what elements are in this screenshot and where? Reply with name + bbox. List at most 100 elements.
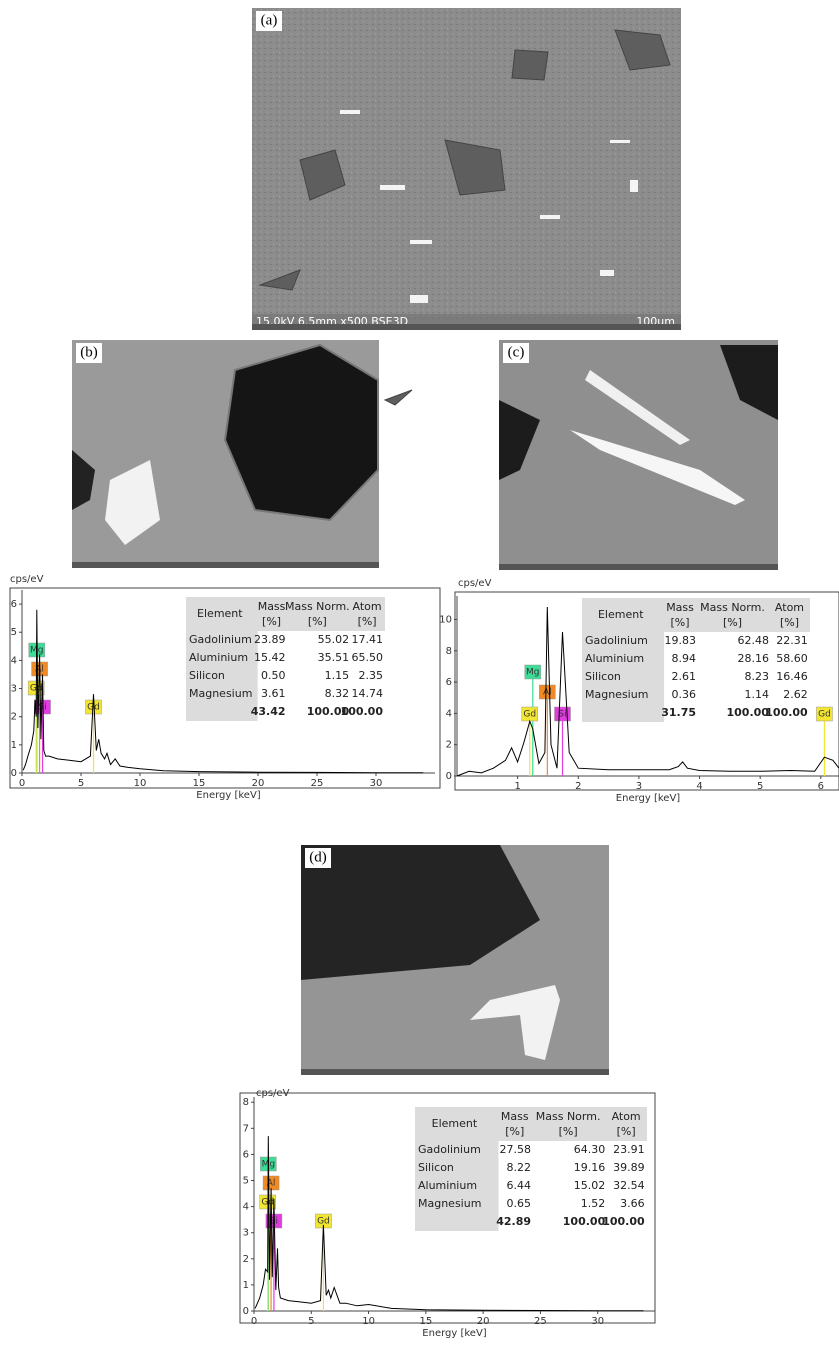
y-tick-label: 8 [243,1097,249,1108]
grain [385,390,412,405]
y-tick-label: 7 [243,1123,249,1134]
x-axis-label: Energy [keV] [616,793,681,804]
table-cell: 2.35 [359,669,384,682]
table-cell: 3.61 [261,687,286,700]
table-cell: 8.32 [325,687,350,700]
table-unit: [%] [559,1125,578,1138]
y-tick-label: 2 [446,740,452,751]
table-total: 100.00 [727,706,770,719]
x-tick-label: 20 [477,1316,490,1327]
table-cell: 32.54 [613,1179,645,1192]
y-tick-label: 4 [11,655,17,666]
figure: 15.0kV 6.5mm x500 BSE3D100um(a)(b)(c)(d)… [0,0,839,1347]
table-cell: 23.89 [254,633,286,646]
table-header: Mass [258,600,286,613]
x-tick-label: 25 [311,778,324,789]
table-element: Magnesium [418,1197,481,1210]
table-header: Element [432,1117,478,1130]
phase [540,215,560,219]
y-tick-label: 6 [243,1149,249,1160]
table-total: 100.00 [602,1215,645,1228]
x-tick-label: 10 [362,1316,375,1327]
table-cell: 1.15 [325,669,350,682]
phase [380,185,405,190]
x-tick-label: 1 [514,781,520,792]
table-element: Gadolinium [189,633,252,646]
y-tick-label: 5 [243,1176,249,1187]
table-cell: 15.02 [574,1179,606,1192]
y-tick-label: 0 [11,768,17,779]
table-cell: 65.50 [352,651,384,664]
phase [410,240,432,244]
table-total: 43.42 [251,705,286,718]
table-header: Mass [501,1110,529,1123]
table-cell: 19.16 [574,1161,606,1174]
phase [610,140,630,143]
x-tick-label: 5 [308,1316,314,1327]
table-element: Magnesium [189,687,252,700]
y-tick-label: 0 [243,1306,249,1317]
panel-label-box: (c) [503,343,529,363]
table-total: 42.89 [496,1215,531,1228]
x-tick-label: 3 [636,781,642,792]
x-tick-label: 25 [534,1316,547,1327]
spectrum: cps/eVEnergy [keV]012345678051015202530M… [240,1088,655,1339]
table-element: Silicon [189,669,225,682]
y-tick-label: 1 [243,1280,249,1291]
phase [630,180,638,192]
table-cell: 39.89 [613,1161,645,1174]
table-cell: 28.16 [737,652,769,665]
panel-label: (d) [309,849,327,865]
x-tick-label: 30 [370,778,383,789]
panel-label-box: (d) [305,848,331,868]
table-header: Mass [666,601,694,614]
table-header: Atom [775,601,804,614]
y-axis-label: cps/eV [256,1088,290,1099]
table-element: Aluminium [585,652,644,665]
table-element: Gadolinium [418,1143,481,1156]
table-element: Silicon [418,1161,454,1174]
peak-label: Al [543,688,552,698]
table-cell: 2.61 [672,670,697,683]
x-tick-label: 4 [696,781,702,792]
table-cell: 1.52 [581,1197,606,1210]
table-element: Aluminium [418,1179,477,1192]
panel-label: (c) [508,344,525,360]
table-element: Silicon [585,670,621,683]
x-tick-label: 0 [251,1316,257,1327]
sem-image: (d) [301,845,609,1075]
panel-label-box: (b) [76,343,102,363]
x-tick-label: 5 [78,778,84,789]
x-tick-label: 10 [134,778,147,789]
sem-image: (c) [499,340,778,570]
phase [410,295,428,303]
y-tick-label: 2 [243,1254,249,1265]
table-cell: 15.42 [254,651,286,664]
y-tick-label: 8 [446,646,452,657]
table-cell: 62.48 [737,634,769,647]
table-unit: [%] [617,1125,636,1138]
image-footer [301,1069,609,1075]
table-cell: 17.41 [352,633,384,646]
x-tick-label: 15 [419,1316,432,1327]
y-tick-label: 2 [11,712,17,723]
x-tick-label: 15 [193,778,206,789]
table-cell: 19.83 [665,634,697,647]
table-cell: 58.60 [776,652,808,665]
y-tick-label: 3 [243,1228,249,1239]
table-header: Element [197,607,243,620]
x-tick-label: 2 [575,781,581,792]
image-footer [252,324,681,330]
table-cell: 22.31 [776,634,808,647]
table-total: 100.00 [563,1215,606,1228]
table-cell: 27.58 [500,1143,532,1156]
panel-label: (a) [261,12,278,28]
y-axis-label: cps/eV [458,578,492,589]
table-cell: 14.74 [352,687,384,700]
table-unit: [%] [671,616,690,629]
table-cell: 23.91 [613,1143,645,1156]
image-footer [72,562,379,568]
table-header: Element [598,608,644,621]
x-tick-label: 5 [757,781,763,792]
